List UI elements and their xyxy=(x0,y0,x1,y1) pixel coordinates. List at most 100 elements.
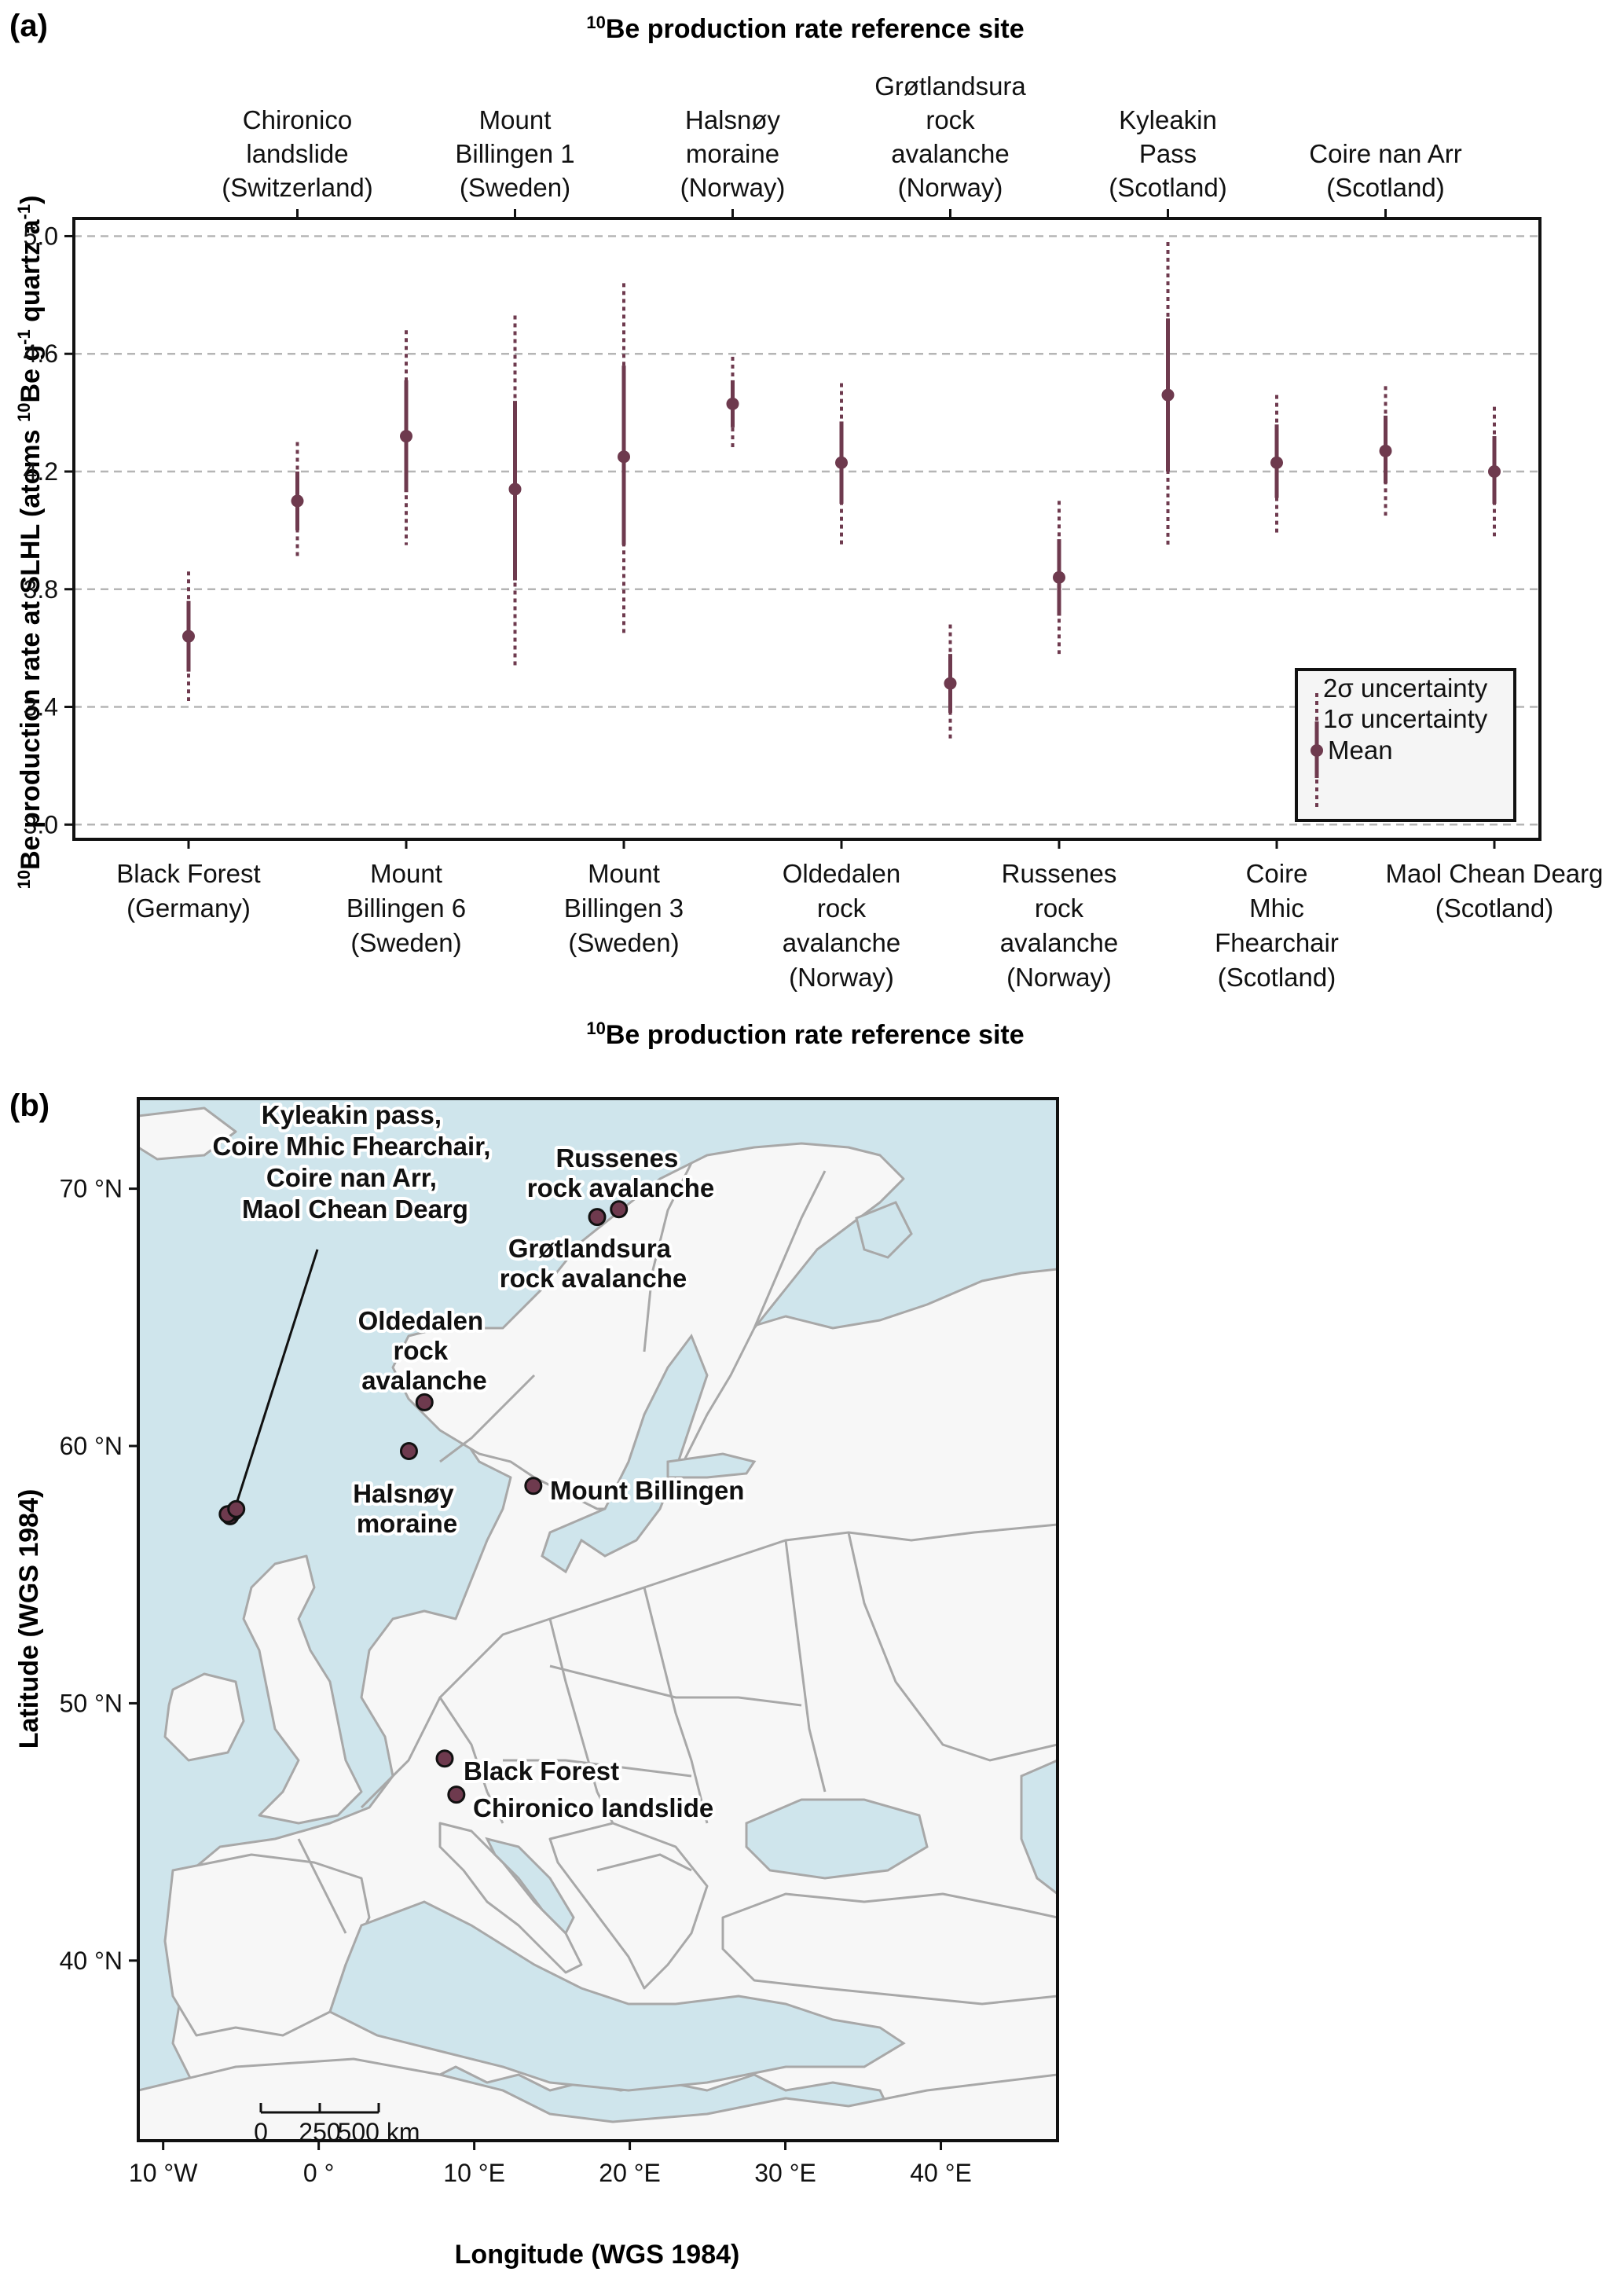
site-marker xyxy=(588,1208,607,1227)
map-label-scotland-sites: Kyleakin pass, Coire Mhic Fhearchair, Co… xyxy=(212,1100,497,1224)
legend-mean-label: Mean xyxy=(1328,736,1393,765)
site-label-line: Kyleakin xyxy=(1119,105,1217,134)
mediterranean-sea xyxy=(328,1900,906,2092)
site-label-bottom: Maol Chean Dearg (Scotland) xyxy=(1386,859,1604,923)
site-marker xyxy=(447,1785,466,1804)
site-label-line: (Sweden) xyxy=(460,173,570,202)
border-line xyxy=(297,1838,347,1934)
map-label-line: Grøtlandsura xyxy=(508,1234,672,1263)
scale-bar: 0 250 500 km xyxy=(254,2103,420,2146)
mean-marker xyxy=(291,494,304,508)
scotland-leader-line xyxy=(233,1249,319,1512)
bottom-axis-title: 10Be production rate reference site xyxy=(586,1018,1024,1050)
y-title-part4: ) xyxy=(16,196,46,204)
scale-label-500km: 500 km xyxy=(338,2118,420,2146)
y-title-sup4: -1 xyxy=(14,204,34,220)
landmass-balkans xyxy=(548,1822,709,1990)
lat-tick-label: 60 °N xyxy=(60,1432,123,1460)
landmass-scandinavia xyxy=(391,1142,905,1510)
map-labels: Kyleakin pass, Coire Mhic Fhearchair, Co… xyxy=(209,1097,747,1826)
mean-marker xyxy=(618,450,630,464)
panel-a-label: (a) xyxy=(9,9,48,43)
site-label-line: Black Forest xyxy=(116,859,260,888)
legend-2sigma-label: 2σ uncertainty xyxy=(1323,673,1488,703)
mean-marker xyxy=(400,430,412,443)
site-label-top: Chironico landslide (Switzerland) xyxy=(222,105,373,202)
site-label-line: (Sweden) xyxy=(568,928,679,957)
site-label-line: Halsnøy xyxy=(685,105,781,134)
site-label-line: (Germany) xyxy=(126,894,251,923)
y-title-sup3: -1 xyxy=(14,329,34,345)
legend-box: 2σ uncertainty 1σ uncertainty Mean xyxy=(1295,668,1516,822)
site-marker xyxy=(399,1442,418,1461)
y-title-part3: quartz a xyxy=(16,218,46,329)
scale-label-250: 250 xyxy=(299,2118,340,2146)
landmass-iceland xyxy=(138,1106,237,1161)
inland-seas xyxy=(328,1201,1058,2092)
lon-tick-label: 40 °E xyxy=(910,2159,972,2187)
site-label-bottom: Mount Billingen 6 (Sweden) xyxy=(346,859,466,957)
site-marker xyxy=(415,1393,434,1411)
site-label-line: Russenes xyxy=(1002,859,1117,888)
map-label-line: Oldedalen xyxy=(358,1306,484,1335)
y-tick-label: 3.4 xyxy=(24,693,58,721)
map-y-axis-title: Latitude (WGS 1984) xyxy=(14,1489,44,1749)
plot-frame xyxy=(72,217,1542,841)
map-label-line: Kyleakin pass, xyxy=(262,1100,442,1129)
white-sea xyxy=(855,1201,913,1259)
bottom-axis-title-text: Be production rate reference site xyxy=(606,1020,1025,1050)
mean-marker xyxy=(726,397,739,410)
site-marker xyxy=(610,1200,629,1219)
site-label-line: landslide xyxy=(246,139,348,168)
map-label-black-forest: Black Forest xyxy=(464,1756,619,1785)
map-label-line: Coire Mhic Fhearchair, xyxy=(212,1132,490,1161)
site-label-top: Mount Billingen 1 (Sweden) xyxy=(455,105,574,202)
map-label-russenes: Russenes rock avalanche xyxy=(527,1143,714,1202)
legend-frame xyxy=(1295,668,1516,822)
black-sea xyxy=(745,1798,929,1880)
y-tick-label: 4.2 xyxy=(24,457,58,486)
site-marker xyxy=(227,1499,246,1518)
site-label-line: Grøtlandsura xyxy=(874,72,1026,101)
map-sites xyxy=(218,1200,629,1804)
border-line xyxy=(439,1374,536,1463)
y-axis-title: 10Be production rate at SLHL (atoms 10Be… xyxy=(14,196,46,890)
site-label-line: (Scotland) xyxy=(1326,173,1444,202)
site-label-line: Billingen 6 xyxy=(346,894,466,923)
site-label-line: avalanche xyxy=(1000,928,1118,957)
y-title-sup1: 10 xyxy=(14,870,34,889)
y-title-part1: Be production rate at SLHL (atoms xyxy=(16,422,46,870)
map-label-line: moraine xyxy=(357,1509,457,1538)
map-label-oldedalen: Oldedalen rock avalanche xyxy=(358,1306,491,1395)
top-axis-title: 10Be production rate reference site xyxy=(586,13,1024,44)
lat-tick-label: 70 °N xyxy=(60,1175,123,1203)
site-label-bottom: Black Forest (Germany) xyxy=(116,859,260,923)
map-label-line: Halsnøy xyxy=(353,1479,454,1508)
map-label-mount-billingen: Mount Billingen xyxy=(550,1476,744,1505)
lon-tick-label: 10 °W xyxy=(129,2159,198,2187)
landmass-north-africa xyxy=(138,2057,1058,2141)
mean-marker xyxy=(1161,388,1175,402)
site-label-line: Maol Chean Dearg xyxy=(1386,859,1604,888)
site-label-line: (Sweden) xyxy=(350,928,461,957)
panel-b-label: (b) xyxy=(9,1088,49,1123)
map-frame xyxy=(137,1097,1059,2142)
scale-label-0: 0 xyxy=(254,2118,268,2146)
site-label-line: rock xyxy=(926,105,975,134)
mean-marker xyxy=(182,629,195,643)
top-axis-title-sup: 10 xyxy=(586,13,605,32)
map-x-axis-title: Longitude (WGS 1984) xyxy=(455,2240,740,2270)
y-title-sup2: 10 xyxy=(14,403,34,422)
site-label-line: Mhic xyxy=(1249,894,1304,923)
site-label-bottom: Mount Billingen 3 (Sweden) xyxy=(564,859,684,957)
site-label-top: Halsnøy moraine (Norway) xyxy=(680,105,786,202)
site-label-line: (Norway) xyxy=(680,173,786,202)
mean-marker xyxy=(1053,571,1065,584)
site-label-line: (Norway) xyxy=(898,173,1003,202)
site-label-top: Coire nan Arr (Scotland) xyxy=(1309,139,1461,202)
lon-tick-label: 0 ° xyxy=(303,2159,334,2187)
site-label-line: (Norway) xyxy=(1006,963,1112,992)
top-axis-title-text: Be production rate reference site xyxy=(606,14,1025,44)
border-line xyxy=(596,1853,692,1872)
site-label-bottom: Coire Mhic Fhearchair (Scotland) xyxy=(1215,859,1339,992)
